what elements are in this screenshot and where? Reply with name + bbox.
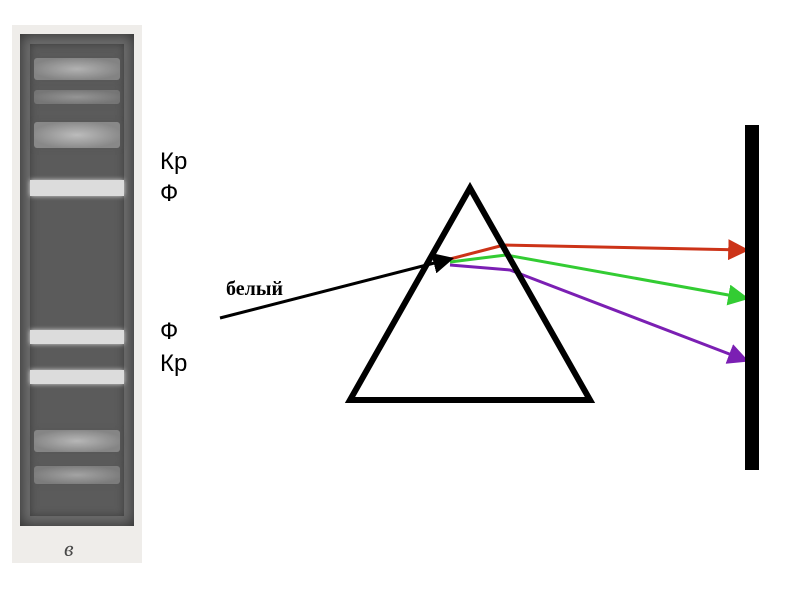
- gel-band: [34, 90, 120, 104]
- ray-violet: [450, 265, 745, 360]
- gel-band: [34, 466, 120, 484]
- rays-group: [450, 245, 745, 360]
- gel-gap: [30, 370, 124, 384]
- gel-band: [34, 58, 120, 80]
- gel-gap: [30, 180, 124, 196]
- screen-bar: [745, 125, 759, 470]
- gel-band: [34, 430, 120, 452]
- prism-triangle: [350, 188, 590, 400]
- gel-band: [34, 122, 120, 148]
- prism-diagram: [0, 0, 800, 600]
- ray-green: [450, 255, 745, 298]
- gel-gap: [30, 330, 124, 344]
- figure-canvas: в Кр Ф Ф Кр белый: [0, 0, 800, 600]
